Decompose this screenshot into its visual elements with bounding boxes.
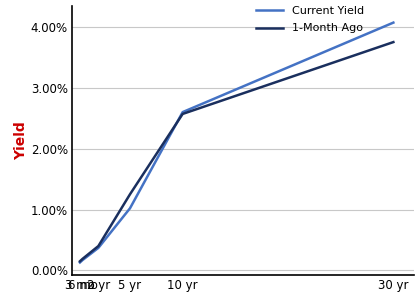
1-Month Ago <box>96 244 101 248</box>
1-Month Ago <box>391 40 396 44</box>
1-Month Ago <box>127 193 132 196</box>
Line: 1-Month Ago: 1-Month Ago <box>80 42 394 261</box>
Current Yield <box>127 207 132 210</box>
Current Yield <box>180 110 185 114</box>
Legend: Current Yield, 1-Month Ago: Current Yield, 1-Month Ago <box>256 6 365 33</box>
Y-axis label: Yield: Yield <box>14 121 28 160</box>
Current Yield <box>77 261 82 264</box>
Line: Current Yield: Current Yield <box>80 23 394 263</box>
Current Yield <box>391 21 396 24</box>
Current Yield <box>96 246 101 250</box>
1-Month Ago <box>80 257 85 261</box>
1-Month Ago <box>180 112 185 116</box>
Current Yield <box>80 258 85 262</box>
1-Month Ago <box>77 260 82 263</box>
